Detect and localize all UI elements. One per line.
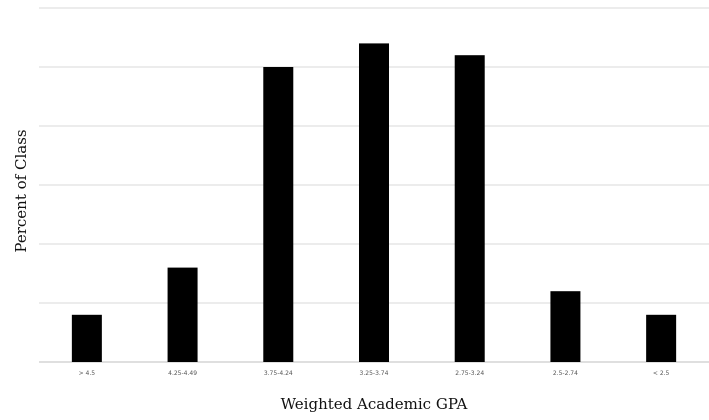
x-tick-label-5: 2.75-3.24	[455, 370, 484, 377]
bar-4	[359, 43, 389, 363]
x-tick-label-2: 4.25-4.49	[168, 370, 197, 377]
bar-6	[550, 291, 581, 362]
x-tick-label-7: < 2.5	[653, 370, 670, 377]
x-tick-label-1: > 4.5	[79, 370, 96, 377]
x-axis-title: Weighted Academic GPA	[281, 395, 468, 413]
bar-3	[263, 67, 294, 362]
bar-5	[454, 55, 485, 362]
bar-1	[71, 314, 102, 362]
bar-7	[646, 314, 677, 362]
bar-2	[167, 267, 198, 362]
x-tick-labels: > 4.5 4.25-4.49 3.75-4.24 3.25-3.74 2.75-3.2…	[79, 370, 670, 377]
x-tick-label-3: 3.75-4.24	[264, 370, 293, 377]
y-axis-title: Percent of Class	[12, 129, 30, 252]
bars	[71, 43, 677, 363]
x-tick-label-4: 3.25-3.74	[360, 370, 389, 377]
x-tick-label-6: 2.5-2.74	[553, 370, 578, 377]
